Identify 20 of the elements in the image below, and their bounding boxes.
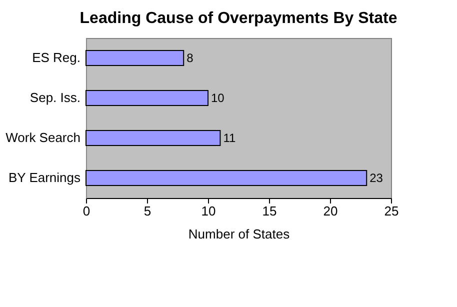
chart-title: Leading Cause of Overpayments By State [80, 10, 398, 27]
y-tick-label: BY Earnings [8, 170, 81, 185]
y-tick-label: Work Search [6, 130, 80, 145]
bar [86, 130, 221, 146]
x-tick-label: 15 [262, 204, 277, 218]
bar [86, 50, 184, 66]
x-tick-label: 25 [384, 204, 399, 218]
x-tick-label: 20 [323, 204, 338, 218]
x-tick-label: 0 [82, 204, 90, 218]
x-tick-label: 5 [144, 204, 152, 218]
y-tick-label: Sep. Iss. [30, 90, 80, 105]
x-axis-title: Number of States [188, 226, 290, 242]
data-label: 10 [211, 91, 225, 105]
bar [86, 90, 208, 106]
bar [86, 170, 368, 186]
data-label: 11 [223, 131, 236, 145]
x-tick-label: 10 [201, 204, 216, 218]
data-label: 23 [370, 171, 384, 185]
data-label: 8 [186, 51, 194, 65]
y-tick-label: ES Reg. [32, 50, 80, 65]
